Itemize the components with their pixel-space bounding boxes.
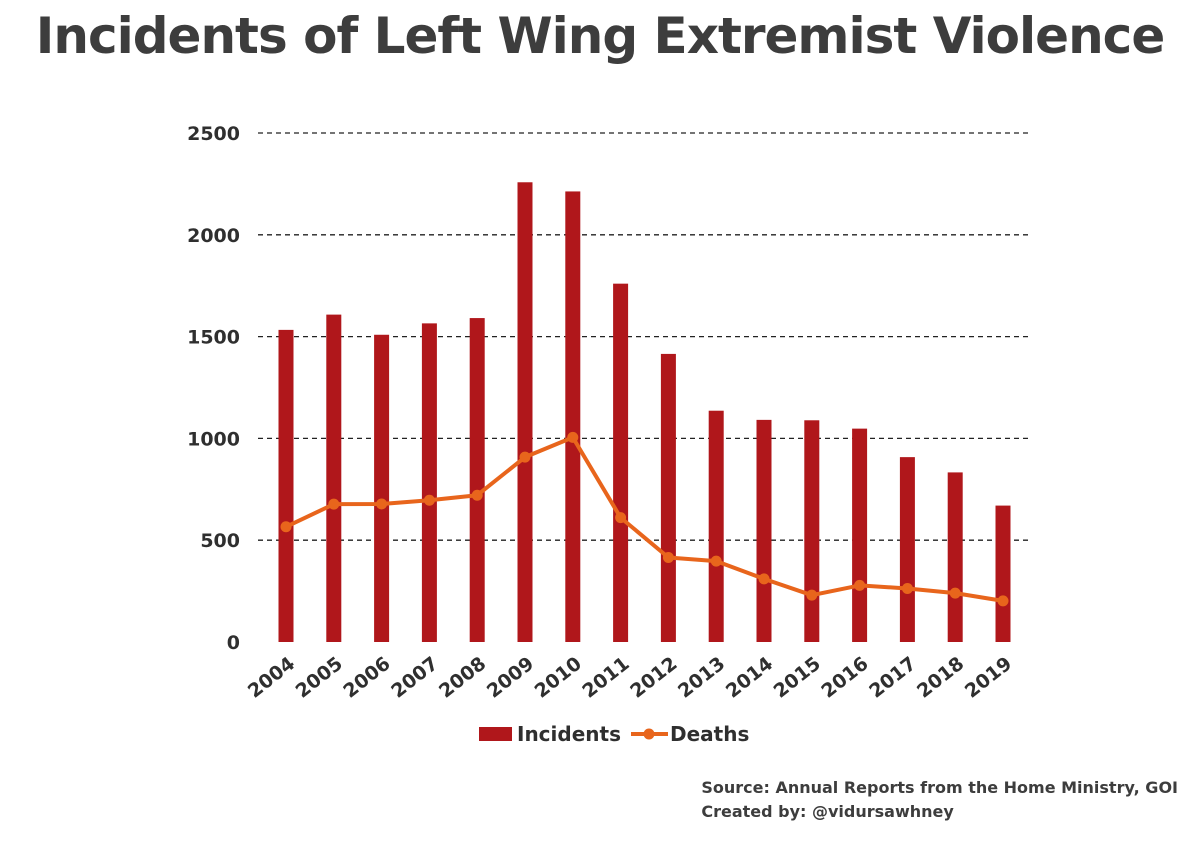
x-tick-label: 2005	[292, 653, 347, 703]
x-tick-label: 2017	[865, 653, 920, 703]
bar-incidents-2019	[995, 505, 1011, 642]
x-tick-label: 2019	[961, 653, 1016, 703]
y-tick-label: 2000	[187, 225, 240, 247]
y-tick-label: 0	[227, 632, 240, 654]
bar-incidents-2010	[565, 191, 581, 642]
bar-incidents-2017	[899, 457, 915, 642]
bar-incidents-2013	[708, 410, 724, 642]
point-deaths-2014	[758, 573, 770, 585]
x-tick-label: 2009	[483, 653, 538, 703]
bar-incidents-2006	[374, 334, 390, 642]
bar-incidents-2016	[852, 428, 868, 642]
point-deaths-2006	[376, 498, 388, 510]
bar-incidents-2009	[517, 182, 533, 643]
legend-label-incidents: Incidents	[517, 722, 621, 746]
deaths-line	[280, 431, 1009, 607]
x-tick-label: 2014	[722, 653, 777, 703]
point-deaths-2018	[949, 587, 961, 599]
y-tick-label: 1000	[187, 428, 240, 450]
x-tick-label: 2007	[387, 653, 442, 703]
point-deaths-2016	[854, 579, 866, 591]
point-deaths-2005	[328, 498, 340, 510]
incidents-bars	[278, 182, 1011, 643]
bar-incidents-2008	[469, 318, 485, 642]
legend-label-deaths: Deaths	[670, 722, 749, 746]
x-tick-label: 2013	[674, 653, 729, 703]
point-deaths-2010	[567, 431, 579, 443]
bar-incidents-2011	[613, 283, 629, 642]
point-deaths-2017	[901, 582, 913, 594]
x-tick-label: 2018	[913, 653, 968, 703]
bar-incidents-2018	[947, 472, 963, 642]
point-deaths-2007	[423, 494, 435, 506]
chart-title: Incidents of Left Wing Extremist Violenc…	[35, 7, 1165, 65]
x-tick-label: 2006	[339, 653, 394, 703]
x-tick-label: 2012	[626, 653, 681, 703]
point-deaths-2019	[997, 595, 1009, 607]
x-tick-label: 2016	[817, 653, 872, 703]
bar-incidents-2015	[804, 420, 820, 642]
bar-incidents-2014	[756, 419, 772, 642]
point-deaths-2015	[806, 589, 818, 601]
x-tick-label: 2010	[531, 653, 586, 703]
point-deaths-2009	[519, 451, 531, 463]
credit-text: Created by: @vidursawhney	[701, 802, 954, 821]
deaths-polyline	[285, 435, 1004, 603]
source-text: Source: Annual Reports from the Home Min…	[701, 778, 1178, 797]
legend-marker-deaths	[643, 728, 655, 740]
bar-incidents-2004	[278, 329, 294, 642]
bar-incidents-2007	[421, 323, 437, 642]
x-tick-label: 2011	[578, 653, 633, 703]
point-deaths-2012	[662, 552, 674, 564]
point-deaths-2004	[280, 521, 292, 533]
legend: Incidents Deaths	[479, 722, 749, 746]
legend-swatch-incidents	[479, 727, 512, 741]
x-axis-ticks: 2004200520062007200820092010201120122013…	[244, 653, 1016, 703]
x-tick-label: 2008	[435, 653, 490, 703]
point-deaths-2008	[471, 489, 483, 501]
y-tick-label: 500	[200, 530, 240, 552]
source-note: Source: Annual Reports from the Home Min…	[701, 776, 1178, 824]
bar-incidents-2012	[660, 353, 676, 642]
x-tick-label: 2004	[244, 653, 299, 703]
bar-incidents-2005	[326, 314, 342, 642]
y-tick-label: 1500	[187, 327, 240, 349]
x-tick-label: 2015	[770, 653, 825, 703]
point-deaths-2011	[615, 512, 627, 524]
y-axis-ticks: 0 500 1000 1500 2000 2500	[187, 123, 240, 654]
point-deaths-2013	[710, 555, 722, 567]
y-tick-label: 2500	[187, 123, 240, 145]
